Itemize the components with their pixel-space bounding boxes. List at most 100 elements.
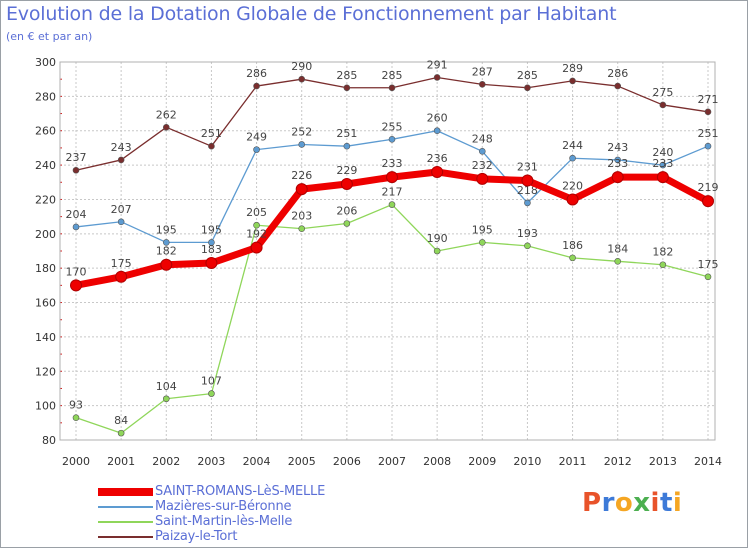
- logo-letter: i: [650, 488, 660, 518]
- data-point: [72, 414, 80, 421]
- legend-item: Paizay-le-Tort: [98, 529, 325, 544]
- data-point: [614, 156, 622, 164]
- data-label: 291: [427, 58, 448, 71]
- legend-swatch-saint-martin: [98, 520, 153, 523]
- x-tick-label: 2002: [152, 455, 180, 468]
- data-label: 175: [698, 258, 719, 271]
- data-label: 285: [336, 69, 357, 82]
- logo-letter: x: [633, 488, 651, 518]
- data-point: [72, 166, 80, 174]
- data-point: [433, 247, 441, 255]
- data-point: [478, 81, 486, 88]
- data-label: 226: [291, 169, 312, 182]
- data-point: [70, 279, 82, 292]
- data-point: [250, 241, 263, 254]
- data-label: 229: [336, 164, 357, 177]
- x-tick-label: 2011: [559, 455, 587, 468]
- x-tick-label: 2013: [649, 455, 677, 468]
- data-label: 192: [246, 228, 267, 241]
- data-point: [253, 146, 260, 153]
- data-label: 84: [114, 414, 128, 427]
- y-tick-label: 200: [35, 228, 56, 241]
- data-point: [569, 154, 576, 162]
- data-point: [388, 201, 396, 208]
- data-point: [298, 225, 306, 232]
- legend-swatch-mazieres: [98, 505, 153, 508]
- data-label: 243: [111, 141, 132, 154]
- data-point: [611, 171, 624, 184]
- data-label: 186: [562, 239, 583, 252]
- legend-label-paizay: Paizay-le-Tort: [155, 529, 238, 544]
- data-label: 290: [291, 60, 312, 73]
- data-label: 262: [156, 108, 177, 121]
- logo-letter: o: [614, 488, 634, 518]
- data-label: 271: [698, 93, 719, 106]
- data-label: 233: [607, 157, 628, 170]
- data-label: 195: [472, 223, 493, 236]
- data-point: [386, 171, 398, 184]
- legend-item: Saint-Martin-lès-Melle: [98, 514, 325, 529]
- x-tick-label: 2003: [197, 455, 225, 468]
- data-point: [205, 257, 218, 270]
- data-point: [343, 142, 351, 150]
- data-label: 248: [472, 132, 493, 145]
- data-point: [431, 165, 444, 178]
- data-point: [524, 84, 531, 92]
- legend: SAINT-ROMANS-LèS-MELLE Mazières-sur-Béro…: [98, 484, 325, 544]
- data-point: [702, 195, 714, 208]
- data-point: [343, 220, 351, 227]
- data-point: [659, 261, 667, 269]
- data-point: [208, 390, 215, 397]
- data-point: [433, 74, 441, 81]
- y-tick-label: 280: [35, 90, 56, 103]
- data-point: [614, 82, 622, 90]
- legend-label-saint-martin: Saint-Martin-lès-Melle: [155, 514, 293, 529]
- data-point: [340, 177, 353, 190]
- data-point: [614, 258, 622, 265]
- y-tick-label: 100: [35, 400, 56, 413]
- data-label: 249: [246, 131, 267, 144]
- data-point: [160, 258, 173, 271]
- data-point: [117, 429, 125, 437]
- y-tick-label: 140: [35, 331, 56, 344]
- data-point: [162, 123, 170, 131]
- data-label: 107: [201, 375, 222, 388]
- logo-letter: r: [601, 488, 615, 518]
- data-label: 203: [291, 210, 312, 223]
- x-tick-label: 2001: [107, 455, 135, 468]
- data-label: 182: [652, 246, 673, 259]
- data-label: 251: [201, 127, 222, 140]
- data-point: [253, 82, 260, 90]
- y-tick-label: 260: [35, 125, 56, 138]
- data-label: 275: [652, 86, 673, 99]
- data-label: 232: [472, 159, 493, 172]
- data-point: [343, 84, 351, 92]
- x-tick-label: 2008: [423, 455, 451, 468]
- data-label: 251: [698, 127, 719, 140]
- data-point: [298, 75, 306, 83]
- y-tick-label: 180: [35, 262, 56, 275]
- data-point: [656, 171, 669, 184]
- chart-title: Evolution de la Dotation Globale de Fonc…: [6, 3, 617, 25]
- y-tick-label: 220: [35, 193, 56, 206]
- data-point: [569, 254, 576, 262]
- x-tick-label: 2005: [288, 455, 316, 468]
- data-point: [566, 193, 579, 206]
- x-tick-label: 2006: [333, 455, 361, 468]
- data-point: [162, 395, 170, 403]
- data-label: 285: [382, 69, 403, 82]
- logo-letter: P: [582, 488, 602, 518]
- data-label: 243: [607, 141, 628, 154]
- data-label: 286: [246, 67, 267, 80]
- data-point: [388, 84, 396, 92]
- data-point: [569, 77, 576, 85]
- data-point: [115, 270, 128, 283]
- legend-swatch-paizay: [98, 535, 153, 538]
- legend-swatch-saint-romans: [98, 487, 153, 496]
- legend-label-mazieres: Mazières-sur-Béronne: [155, 499, 292, 514]
- plot-area: [59, 61, 716, 441]
- data-label: 287: [472, 65, 493, 78]
- data-label: 195: [156, 223, 177, 236]
